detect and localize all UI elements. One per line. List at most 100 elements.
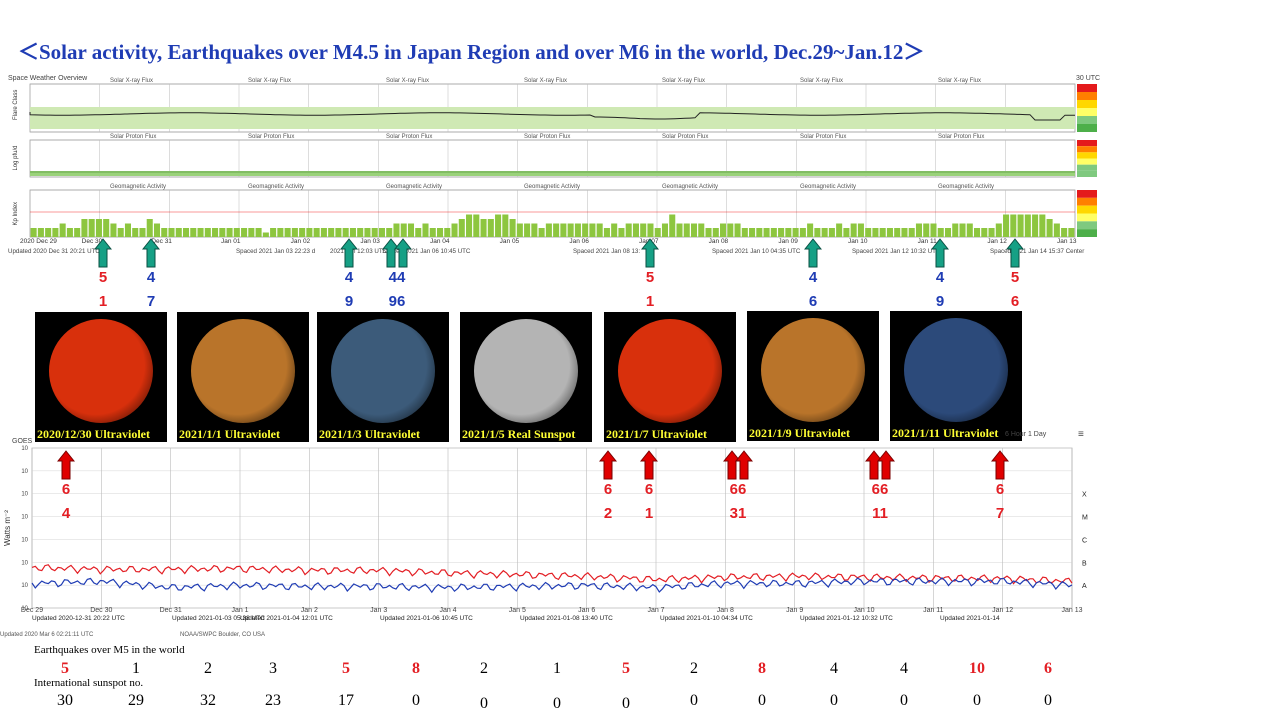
kp-bar xyxy=(647,223,654,237)
world-m5-count: 6 xyxy=(1044,660,1052,677)
kp-bar xyxy=(828,228,835,237)
kp-bar xyxy=(444,228,451,237)
panel-title: Geomagnetic Activity xyxy=(800,184,856,190)
scale-bar xyxy=(1077,170,1097,177)
kp-bar xyxy=(429,228,436,237)
xray-class-label: X xyxy=(1082,492,1087,499)
japan-quake-magnitude: 4 xyxy=(344,269,354,286)
kp-bar xyxy=(328,228,335,237)
kp-bar xyxy=(763,228,770,237)
date-tick: Jan 01 xyxy=(221,238,241,245)
xray-ytick: 10 xyxy=(21,469,28,475)
world-quake-magnitude: 6 xyxy=(995,481,1005,498)
sun-image-caption: 2021/1/5 Real Sunspot xyxy=(462,427,576,441)
kp-bar xyxy=(799,228,806,237)
kp-bar xyxy=(132,228,139,237)
arrow-shape xyxy=(804,238,822,268)
kp-bar xyxy=(698,223,705,237)
japan-quake-count: 1 xyxy=(645,293,655,310)
xray-ytick: 10 xyxy=(21,537,28,543)
kp-bar xyxy=(683,223,690,237)
sun-image: 2021/1/5 Real Sunspot xyxy=(460,312,592,442)
world-m5-label: Earthquakes over M5 in the world xyxy=(34,644,185,656)
kp-bar xyxy=(117,228,124,237)
kp-bar xyxy=(814,228,821,237)
xray-xtick: Jan 11 xyxy=(923,607,944,614)
arrow-shape xyxy=(1006,238,1024,268)
arrow-shape xyxy=(876,450,895,480)
xray-updated-text: Updated 2021-01-14 xyxy=(940,615,1000,622)
panel-title: Solar X-ray Flux xyxy=(662,78,705,84)
japan-quake-magnitude: 5 xyxy=(645,269,655,286)
japan-quake-magnitude: 44 xyxy=(388,269,406,286)
kp-bar xyxy=(778,228,785,237)
xray-updated-text: Updated 2021-01-06 10:45 UTC xyxy=(380,615,473,622)
sun-image-caption: 2021/1/7 Ultraviolet xyxy=(606,427,707,441)
kp-bar xyxy=(836,223,843,237)
scale-bar xyxy=(1077,229,1097,237)
kp-bar xyxy=(466,214,473,237)
xray-xtick: Jan 1 xyxy=(231,607,248,614)
panel-frame xyxy=(29,189,1076,238)
kp-bar xyxy=(1032,214,1039,237)
overview-header: Space Weather Overview xyxy=(8,75,88,82)
panel-title: Solar X-ray Flux xyxy=(938,78,981,84)
sun-disk xyxy=(618,319,722,423)
updated-text: Spaced 2021 Jan 03 22:23 d xyxy=(236,248,316,255)
sun-disk xyxy=(474,319,578,423)
kp-bar xyxy=(625,223,632,237)
kp-bar xyxy=(618,228,625,237)
updated-text: Updated 2020 Dec 31 20:21 UTC xyxy=(8,248,100,255)
kp-bar xyxy=(640,223,647,237)
kp-bar xyxy=(879,228,886,237)
kp-bar xyxy=(596,223,603,237)
kp-bar xyxy=(770,228,777,237)
sunspot-count: 0 xyxy=(758,692,766,709)
arrow-shape xyxy=(640,450,658,480)
japan-quake-arrow xyxy=(382,238,412,268)
kp-bar xyxy=(988,228,995,237)
scale-bar xyxy=(1077,140,1097,147)
japan-quake-arrow xyxy=(94,238,112,268)
world-quake-magnitude: 66 xyxy=(729,481,747,498)
kp-bar xyxy=(30,228,37,237)
xray-band xyxy=(30,107,1075,129)
xray-xtick: Dec 29 xyxy=(21,607,43,614)
kp-bar xyxy=(219,228,226,237)
kp-bar xyxy=(291,228,298,237)
kp-bar xyxy=(248,228,255,237)
kp-bar xyxy=(110,223,117,237)
xray-xtick: Jan 5 xyxy=(509,607,526,614)
scale-bar xyxy=(1077,92,1097,100)
kp-bar xyxy=(944,228,952,237)
updated-text: Spaced 2021 Jan 10 04:35 UTC xyxy=(712,248,801,255)
japan-quake-magnitude: 5 xyxy=(1010,269,1020,286)
kp-bar xyxy=(690,223,698,237)
kp-bar xyxy=(436,228,444,237)
kp-bar xyxy=(553,223,560,237)
kp-bar xyxy=(901,228,908,237)
japan-quake-arrow xyxy=(1006,238,1024,268)
kp-bar xyxy=(161,228,168,237)
xray-class-label: C xyxy=(1082,537,1087,544)
world-m5-count: 5 xyxy=(342,660,350,677)
xray-class-label: A xyxy=(1082,583,1087,590)
kp-bar xyxy=(1053,223,1060,237)
world-quake-arrow xyxy=(865,450,895,480)
kp-bar xyxy=(284,228,291,237)
xray-timespan: 6 Hour 1 Day xyxy=(1005,431,1047,438)
scale-bar xyxy=(1077,158,1097,165)
kp-bar xyxy=(930,223,937,237)
sunspot-count: 32 xyxy=(200,692,216,709)
kp-bar xyxy=(908,228,915,237)
world-m5-count: 1 xyxy=(553,660,561,677)
scale-bar xyxy=(1077,116,1097,124)
arrow-shape xyxy=(991,450,1009,480)
xray-series-line xyxy=(31,577,1073,594)
world-m5-count: 5 xyxy=(622,660,630,677)
kp-bar xyxy=(865,228,872,237)
date-tick: Jan 03 xyxy=(360,238,380,245)
xray-ytick: 10 xyxy=(21,492,28,498)
sunspot-count: 0 xyxy=(412,692,420,709)
kp-bar xyxy=(560,223,567,237)
